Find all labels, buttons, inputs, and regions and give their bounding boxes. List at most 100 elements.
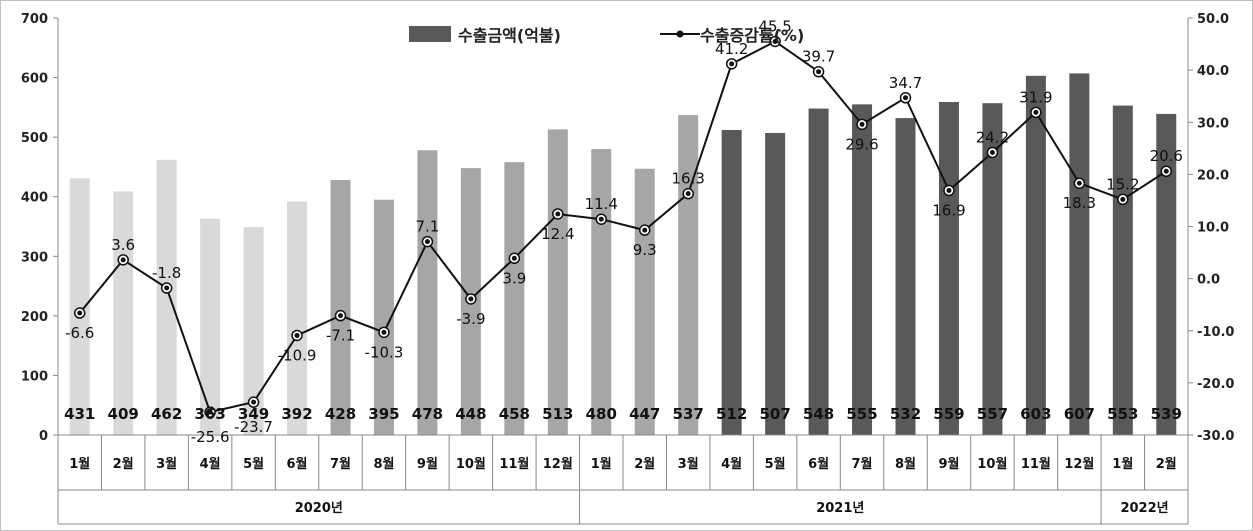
bar [547,129,568,436]
bar [808,108,829,435]
bar-series [69,73,1177,436]
category-label: 1월 [1112,456,1133,472]
bar [113,191,134,435]
category-label: 2월 [1156,456,1177,472]
bar-value-label: 532 [890,405,921,423]
y-right-tick-label: 10.0 [1197,221,1229,236]
bar [852,104,873,435]
rate-marker-dot [164,285,170,291]
rate-value-label: -1.8 [152,264,181,282]
category-label: 12월 [543,456,573,472]
legend-bar-swatch [409,26,451,42]
category-label: 10월 [456,456,486,472]
rate-marker-dot [468,296,474,302]
rate-marker-dot [989,149,995,155]
bar-value-label: 458 [499,405,530,423]
rate-line [78,40,1167,414]
rate-marker-dot [859,121,865,127]
bar-value-label: 431 [64,405,95,423]
y-left-tick-label: 600 [21,72,48,87]
rate-marker-dot [1033,109,1039,115]
bar [1156,113,1177,435]
y-left-tick-label: 700 [21,12,48,27]
legend-bar-label: 수출금액(억불) [458,26,561,45]
rate-marker-dot [1076,180,1082,186]
rate-value-label: 31.9 [1019,88,1052,106]
y-left-tick-label: 400 [21,191,48,206]
rate-value-label: 3.9 [502,269,526,287]
bar [591,149,612,436]
bar [504,162,525,436]
rate-value-label: 12.4 [541,225,574,243]
bar [287,201,308,435]
bar [634,168,655,436]
bar [373,199,394,435]
category-label: 2월 [634,456,655,472]
legend: 수출금액(억불) 수출증감률(%) [409,26,804,45]
rate-value-label: 29.6 [845,135,878,153]
rate-value-label: 11.4 [585,195,618,213]
bar [156,159,177,435]
bar-value-label: 478 [412,405,443,423]
category-label: 4월 [200,456,221,472]
rate-marker-dot [772,38,778,44]
bar [678,115,699,435]
rate-marker-dot [424,239,430,245]
category-label: 3월 [156,456,177,472]
rate-value-label: -7.1 [326,327,355,345]
bar [330,180,351,435]
bar-value-label: 409 [108,405,139,423]
rate-marker-dot [381,329,387,335]
rate-value-label: -23.7 [234,418,273,436]
rate-marker-dot [903,95,908,101]
rate-value-label: -10.9 [278,346,317,364]
category-label: 1월 [69,456,90,472]
y-right-tick-label: 40.0 [1197,64,1229,79]
bar-value-label: 448 [455,405,486,423]
category-label: 11월 [1021,456,1051,472]
rate-marker-dot [642,227,648,233]
y-right-tick-label: 0.0 [1197,273,1220,288]
bar-value-label: 462 [151,405,182,423]
rate-value-label: -10.3 [365,343,404,361]
bar-value-label: 513 [542,405,573,423]
rate-value-label: 20.6 [1150,147,1183,165]
rate-marker-dot [598,216,604,222]
y-right-tick-label: 20.0 [1197,168,1229,183]
category-label: 5월 [765,456,786,472]
bar-value-label: 553 [1107,405,1138,423]
category-label: 10월 [977,456,1007,472]
bar [765,132,786,436]
bar [243,227,264,435]
bar-value-label: 555 [846,405,877,423]
year-label: 2022년 [1120,501,1168,516]
category-label: 9월 [938,456,959,472]
rate-value-label: 34.7 [889,74,922,92]
category-label: 8월 [895,456,916,472]
rate-marker-dot [511,255,517,261]
bar-value-label: 392 [281,405,312,423]
bar-value-label: 363 [194,405,225,423]
category-label: 7월 [330,456,351,472]
rate-value-label: 45.5 [758,17,791,35]
y-left-tick-label: 200 [21,310,48,325]
year-label: 2021년 [816,501,864,516]
rate-marker-dot [120,257,126,263]
bar-value-label: 507 [759,405,790,423]
bar-value-label: 603 [1020,405,1051,423]
bar [721,129,742,435]
y-left-tick-label: 100 [21,369,48,384]
legend-line-marker [676,30,684,38]
rate-marker-dot [946,188,952,194]
bar [417,150,438,435]
bar [1112,105,1133,435]
rate-value-label: 3.6 [111,236,135,254]
rate-marker-dot [294,332,300,338]
rate-marker-dot [816,69,822,75]
category-label: 12월 [1064,456,1094,472]
bar [1069,73,1090,435]
bar-value-label: 537 [673,405,704,423]
axes: 0 100 200 300 400 500 600 700 -30.0 -20.0 -10.0 0.0… [21,12,1234,525]
bar-value-label: 557 [977,405,1008,423]
bar-value-label: 428 [325,405,356,423]
